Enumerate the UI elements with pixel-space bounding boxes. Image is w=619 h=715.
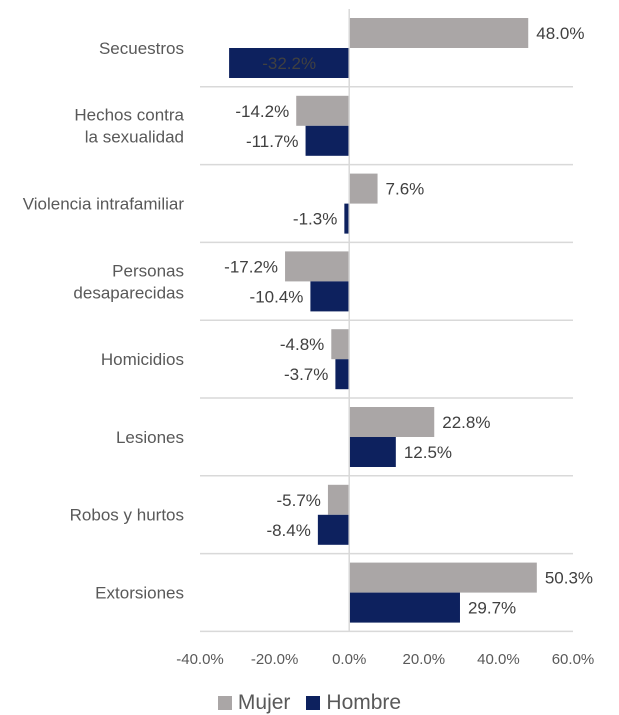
x-tick-label: -20.0%: [251, 651, 299, 668]
category-label: Hechos contra la sexualidad: [74, 106, 184, 147]
category-label: Robos y hurtos: [70, 506, 184, 525]
data-label-hombre: 29.7%: [468, 599, 516, 618]
legend-item-mujer: Mujer: [217, 690, 291, 715]
bar-mujer: [327, 484, 350, 515]
bar-hombre: [349, 592, 460, 623]
bar-hombre: [305, 125, 350, 156]
data-label-mujer: 22.8%: [442, 413, 490, 432]
x-tick-label: 20.0%: [403, 651, 446, 668]
x-tick-label: -40.0%: [176, 651, 224, 668]
data-label-mujer: -4.8%: [280, 335, 324, 354]
bar-hombre: [310, 281, 350, 312]
data-label-hombre: -8.4%: [266, 521, 310, 540]
bar-hombre: [344, 203, 350, 234]
bar-mujer: [349, 18, 529, 48]
legend: Mujer Hombre: [0, 690, 619, 715]
data-label-hombre: -32.2%: [262, 54, 316, 73]
category-label: Extorsiones: [95, 584, 184, 603]
legend-item-hombre: Hombre: [306, 691, 401, 715]
data-label-mujer: 48.0%: [536, 24, 584, 43]
x-tick-label: 40.0%: [477, 651, 520, 668]
data-label-hombre: -10.4%: [250, 287, 304, 306]
legend-swatch-mujer: [217, 695, 232, 710]
legend-label-hombre: Hombre: [326, 690, 402, 714]
category-label: Homicidios: [101, 350, 184, 369]
bar-hombre: [317, 514, 350, 545]
legend-swatch-hombre: [306, 695, 321, 710]
bar-chart: Secuestros 48.0% -32.2% Hechos contra la sex…: [23, 9, 595, 668]
bar-mujer: [296, 95, 350, 126]
category-label: Violencia intrafamiliar: [23, 195, 185, 214]
data-label-mujer: 7.6%: [386, 180, 425, 199]
bar-mujer: [349, 173, 378, 204]
category-label: Lesiones: [116, 428, 184, 447]
data-label-mujer: -17.2%: [224, 257, 278, 276]
data-label-mujer: -14.2%: [235, 102, 289, 121]
data-label-hombre: -1.3%: [293, 210, 337, 229]
bar-hombre: [335, 359, 350, 390]
bar-mujer: [285, 251, 350, 282]
data-label-hombre: -3.7%: [284, 365, 328, 384]
data-label-hombre: 12.5%: [404, 443, 452, 462]
category-label: Personas desaparecidas: [73, 261, 184, 302]
x-tick-label: 0.0%: [332, 651, 366, 668]
bar-hombre: [349, 437, 396, 467]
bar-mujer: [349, 407, 435, 437]
category-label: Secuestros: [99, 39, 184, 58]
x-tick-label: 60.0%: [552, 651, 595, 668]
bar-mujer: [331, 329, 350, 360]
bar-hombre: [229, 48, 350, 78]
data-label-mujer: -5.7%: [277, 491, 321, 510]
bar-mujer: [349, 562, 537, 593]
data-label-mujer: 50.3%: [545, 569, 593, 588]
legend-label-mujer: Mujer: [237, 690, 291, 714]
data-label-hombre: -11.7%: [246, 132, 299, 151]
